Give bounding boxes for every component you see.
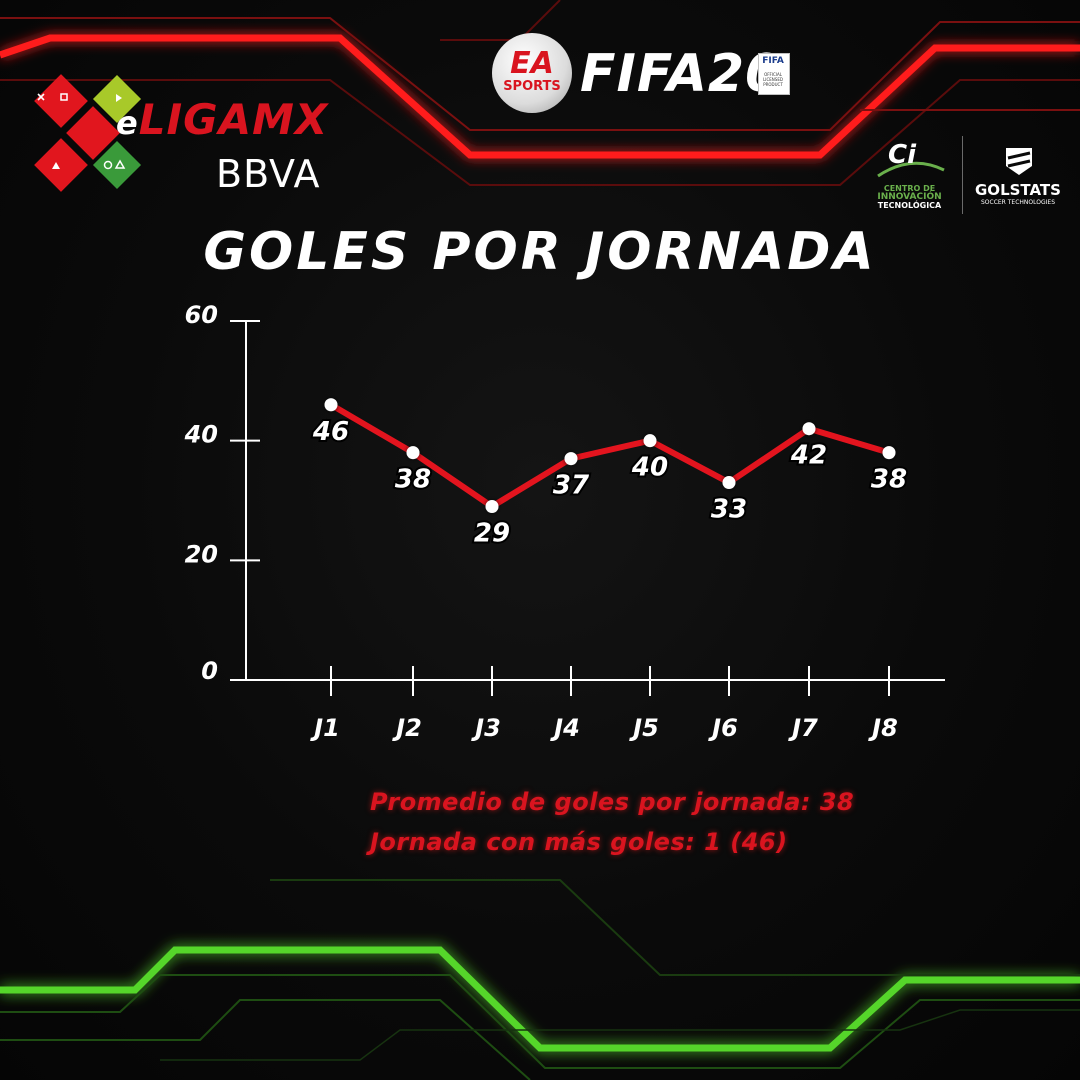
cit-label-line2: INNOVACIÓN: [877, 192, 942, 202]
data-label: 33: [711, 495, 747, 525]
x-tick-label: J7: [788, 714, 818, 742]
chart-title: GOLES POR JORNADA: [203, 222, 877, 282]
red-circuit-lines: [0, 0, 1080, 186]
data-point: [643, 434, 657, 448]
controller-circle-icon: [103, 160, 113, 170]
golstats-shield-icon: [1006, 148, 1032, 175]
y-ticks: 0 20 40 60: [184, 301, 260, 685]
green-circuit-lines: [0, 879, 1080, 1080]
y-tick-label: 60: [185, 301, 218, 329]
eliga-suffix: MX: [252, 95, 329, 144]
data-point: [406, 446, 420, 460]
sponsor-bbva: BBVA: [216, 152, 321, 196]
x-tick-label: J5: [629, 714, 659, 742]
y-tick-label: 20: [185, 540, 218, 568]
data-point: [564, 452, 578, 466]
logo-diamond-red-center: [66, 106, 120, 160]
data-label: 38: [871, 465, 907, 495]
data-labels: 46 38 29 37 40 33 42 38: [310, 415, 909, 551]
y-tick-label: 40: [184, 421, 218, 449]
x-tick-label: J2: [392, 714, 422, 742]
cit-swoosh-icon: [877, 161, 945, 178]
controller-triangle-icon: [52, 162, 60, 169]
logo-divider: [962, 136, 963, 214]
golstats-wordmark: GOLSTATS: [975, 181, 1061, 199]
controller-arrow-icon: [116, 94, 122, 102]
eliga-prefix: e: [116, 104, 139, 142]
fifa-badge-subtext: OFFICIAL LICENSED PRODUCT: [763, 72, 783, 87]
data-point: [802, 422, 816, 436]
x-tick-label: J8: [868, 714, 898, 742]
eliga-mx-logo: [34, 74, 142, 192]
fifa-license-badge: [758, 53, 790, 95]
eliga-wordmark: eLIGAMX: [116, 95, 328, 144]
data-point: [324, 398, 338, 412]
data-point: [722, 476, 736, 490]
data-point: [882, 446, 896, 460]
y-tick-label: 0: [201, 657, 218, 685]
fifa-badge-text: FIFA: [762, 56, 784, 66]
eliga-main: LIGA: [138, 95, 253, 144]
controller-square-icon: [60, 93, 68, 101]
x-tick-label: J4: [550, 714, 580, 742]
data-label: 40: [631, 453, 668, 483]
ea-sports-text: SPORTS: [503, 79, 561, 94]
cit-label-line3: TECNOLÓGICA: [877, 201, 942, 210]
controller-cross-icon: [37, 93, 45, 101]
controller-triangle-outline-icon: [114, 159, 126, 169]
logo-diamond-red-top: [34, 74, 88, 128]
data-label: 37: [553, 471, 590, 501]
data-label: 46: [312, 417, 349, 447]
top-round-text: Jornada con más goles: 1 (46): [370, 828, 788, 856]
ea-sports-badge: [492, 33, 572, 113]
data-points: [324, 398, 896, 513]
data-label: 38: [395, 465, 431, 495]
game-title: FIFA20: [580, 44, 783, 104]
logo-diamond-red-bottom: [34, 138, 88, 192]
cit-label-line1: CENTRO DE: [883, 184, 936, 193]
x-tick-label: J1: [310, 714, 340, 742]
series-line: [328, 401, 892, 510]
average-goals-text: Promedio de goles por jornada: 38: [370, 788, 855, 816]
x-tick-label: J3: [471, 714, 501, 742]
data-label: 42: [790, 441, 827, 471]
data-point: [485, 499, 499, 513]
x-ticks: J1 J2 J3 J4 J5 J6 J7 J8: [310, 666, 898, 742]
data-label: 29: [474, 518, 510, 548]
golstats-subtitle: SOCCER TECHNOLOGIES: [980, 199, 1055, 206]
ea-logo-text: EA: [510, 46, 554, 81]
x-tick-label: J6: [708, 714, 738, 742]
cit-logo-mark: Ci: [888, 140, 916, 170]
